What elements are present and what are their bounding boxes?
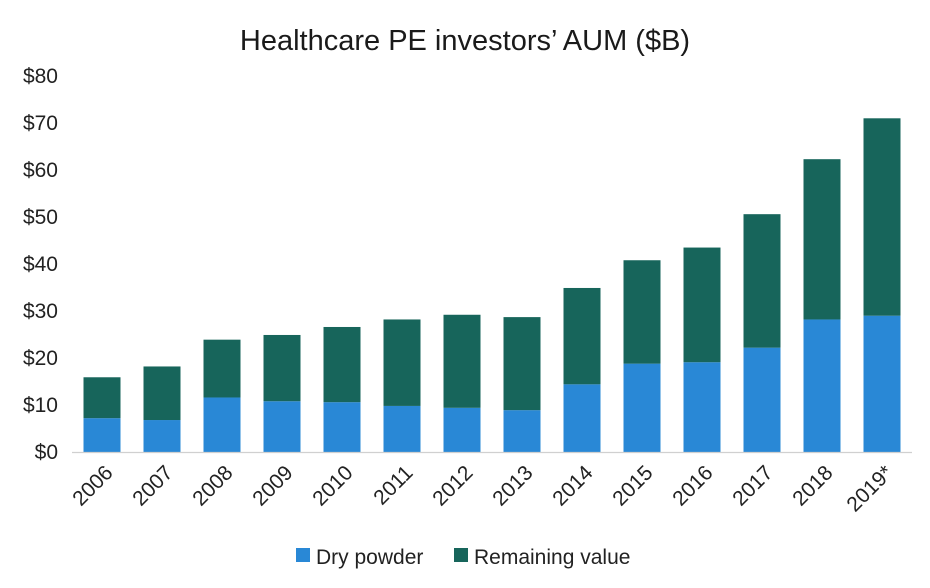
legend-swatch-dry-powder	[296, 548, 310, 562]
legend-label-remaining-value: Remaining value	[474, 546, 630, 569]
bar-dry-powder	[323, 402, 361, 452]
bar-remaining-value	[803, 159, 841, 320]
bar-dry-powder	[203, 397, 241, 452]
bar-dry-powder	[623, 363, 661, 452]
bar-dry-powder	[83, 418, 121, 452]
bar-remaining-value	[503, 317, 541, 411]
y-tick-label: $30	[23, 300, 58, 323]
chart-title: Healthcare PE investors’ AUM ($B)	[240, 25, 690, 57]
bars	[83, 118, 901, 452]
y-tick-label: $60	[23, 159, 58, 182]
bar-remaining-value	[743, 214, 781, 348]
x-tick-label: 2007	[128, 461, 177, 510]
x-tick-label: 2016	[668, 461, 717, 510]
bar-remaining-value	[563, 287, 601, 385]
x-tick-label: 2013	[488, 461, 537, 510]
bar-dry-powder	[803, 319, 841, 452]
x-tick-label: 2014	[548, 461, 598, 511]
bar-dry-powder	[263, 401, 301, 452]
y-tick-label: $0	[35, 441, 58, 464]
legend-label-dry-powder: Dry powder	[316, 546, 423, 569]
y-tick-label: $50	[23, 206, 58, 229]
bar-remaining-value	[263, 334, 301, 402]
bar-remaining-value	[443, 314, 481, 408]
y-tick-label: $40	[23, 253, 58, 276]
x-tick-label: 2018	[788, 461, 837, 510]
bar-dry-powder	[443, 407, 481, 452]
x-tick-label: 2019*	[842, 461, 897, 516]
bar-dry-powder	[383, 405, 421, 452]
x-tick-label: 2012	[428, 461, 477, 510]
bar-remaining-value	[683, 247, 721, 363]
x-tick-label: 2009	[248, 461, 297, 510]
bar-dry-powder	[683, 362, 721, 452]
bar-remaining-value	[383, 319, 421, 406]
bar-remaining-value	[83, 377, 121, 419]
legend: Dry powder Remaining value	[296, 546, 630, 569]
x-tick-label: 2008	[188, 461, 237, 510]
y-tick-label: $10	[23, 394, 58, 417]
y-tick-label: $80	[23, 65, 58, 88]
bar-dry-powder	[863, 315, 901, 452]
x-tick-label: 2006	[68, 461, 117, 510]
bar-dry-powder	[143, 420, 181, 452]
bar-remaining-value	[623, 260, 661, 364]
x-tick-label: 2017	[728, 461, 777, 510]
legend-swatch-remaining-value	[454, 548, 468, 562]
x-tick-label: 2010	[308, 461, 357, 510]
y-tick-label: $70	[23, 112, 58, 135]
bar-dry-powder	[563, 384, 601, 452]
bar-remaining-value	[143, 366, 181, 421]
bar-remaining-value	[203, 339, 241, 398]
x-axis: 2006 2007 2008 2009 2010 2011 2012 2013 2014 2015…	[68, 461, 897, 516]
y-tick-label: $20	[23, 347, 58, 370]
y-axis: $0 $10 $20 $30 $40 $50 $60 $70 $80	[23, 65, 58, 464]
bar-dry-powder	[743, 347, 781, 452]
x-tick-label: 2015	[608, 461, 657, 510]
bar-remaining-value	[323, 326, 361, 403]
bar-remaining-value	[863, 118, 901, 316]
x-tick-label: 2011	[369, 461, 417, 509]
bar-dry-powder	[503, 410, 541, 452]
